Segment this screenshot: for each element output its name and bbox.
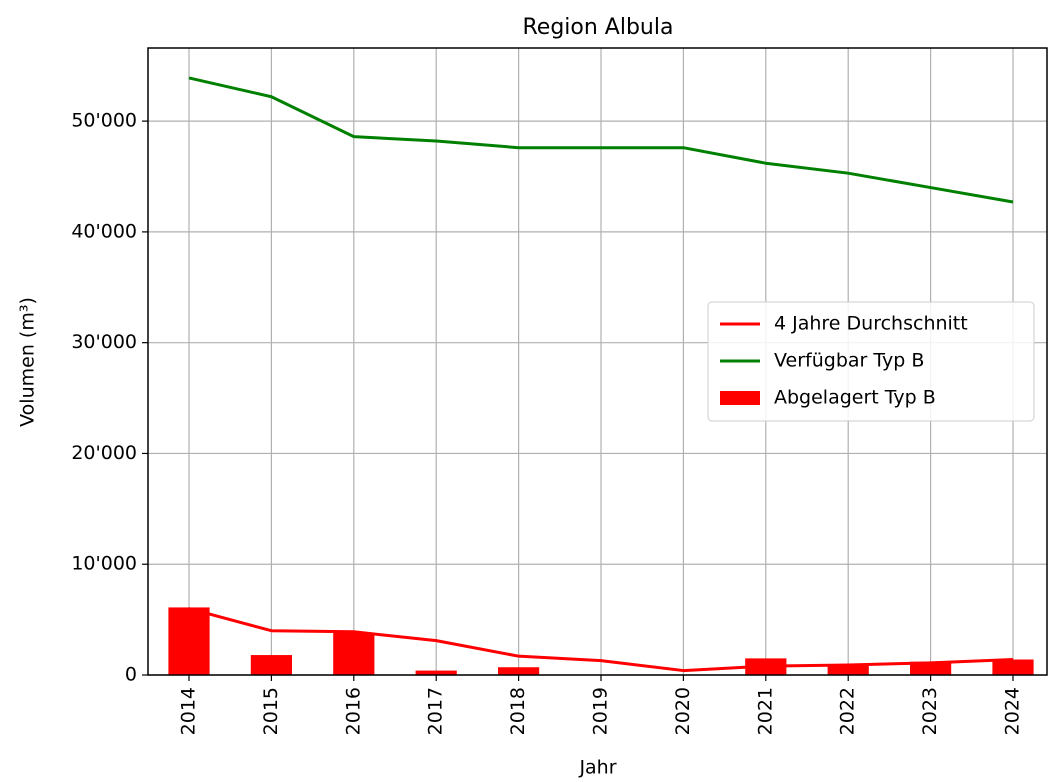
legend-swatch [720,391,760,405]
y-axis-label: Volumen (m³) [17,297,39,427]
x-tick-label: 2014 [178,687,200,735]
bar [827,665,869,675]
plot-frame [147,47,1048,676]
x-tick-label: 2018 [507,687,529,735]
x-tick-label: 2023 [919,687,941,735]
y-tick-label: 50'000 [71,110,137,132]
x-tick-label: 2020 [672,687,694,735]
x-tick-label: 2019 [590,687,612,735]
bar [250,655,292,675]
y-tick-label: 10'000 [71,553,137,575]
y-tick-label: 20'000 [71,442,137,464]
x-axis-label: Jahr [578,757,616,779]
x-tick-label: 2022 [837,687,859,735]
x-tick-label: 2021 [754,687,776,735]
x-tick-label: 2016 [342,687,364,735]
y-tick-label: 0 [125,664,137,686]
bar [333,632,375,675]
x-tick-label: 2017 [425,687,447,735]
legend-label: Abgelagert Typ B [774,387,936,409]
y-tick-label: 40'000 [71,220,137,242]
bar [415,670,457,675]
line [188,76,1014,204]
chart-title: Region Albula [523,15,674,40]
legend-box [707,301,1035,422]
bar [910,661,952,675]
bar [992,659,1034,675]
y-tick-label: 30'000 [71,331,137,353]
legend-label: Verfügbar Typ B [774,350,924,372]
bar [498,667,540,675]
x-tick-label: 2015 [260,687,282,735]
bar [168,607,210,675]
line [188,607,1014,673]
x-tick-label: 2024 [1002,687,1024,735]
legend-label: 4 Jahre Durchschnitt [774,313,968,335]
